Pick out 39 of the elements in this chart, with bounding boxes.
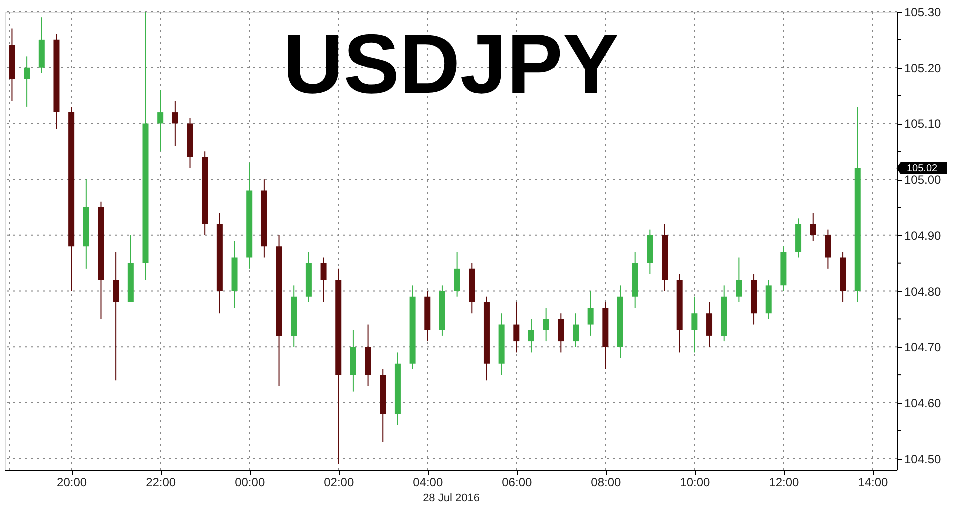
candlestick (320, 257, 327, 303)
candlestick (528, 318, 534, 354)
candlestick (588, 290, 594, 336)
x-axis-title: 28 Jul 2016 (423, 492, 480, 504)
x-tick-label: 08:00 (591, 476, 622, 490)
y-tick-label: 104.50 (904, 452, 942, 466)
x-tick-label: 02:00 (324, 476, 354, 490)
candlestick (810, 212, 816, 242)
candlestick (113, 252, 120, 382)
candlestick (825, 229, 832, 270)
candlestick (558, 313, 564, 354)
text: 105.02 (907, 163, 938, 174)
x-tick-label: 12:00 (769, 476, 800, 490)
x-tick-label: 06:00 (502, 476, 532, 490)
x-tick-label: 04:00 (413, 476, 444, 490)
candlestick (706, 302, 713, 348)
candlestick (172, 100, 178, 147)
y-tick-label: 105.10 (904, 117, 942, 132)
candlestick (572, 313, 579, 348)
y-tick-label: 104.70 (904, 340, 942, 355)
y-tick-label: 104.80 (904, 284, 942, 299)
y-tick-label: 105.20 (904, 61, 942, 76)
chart-title: USDJPY (282, 17, 620, 111)
y-tick-label: 104.60 (904, 396, 942, 410)
x-tick-label: 14:00 (858, 476, 889, 490)
x-tick-label: 22:00 (146, 476, 176, 490)
y-tick-label: 104.90 (904, 228, 942, 243)
x-tick-label: 20:00 (57, 476, 88, 490)
candlestick (736, 257, 742, 303)
y-tick-label: 105.30 (904, 6, 942, 20)
candlestick (24, 56, 30, 108)
candlestick (543, 308, 550, 342)
x-tick-label: 00:00 (235, 476, 266, 490)
x-tick-label: 10:00 (680, 476, 711, 490)
candlestick (158, 90, 164, 152)
candlestick (454, 252, 460, 298)
y-tick-label: 105.00 (904, 173, 942, 188)
candlestick (514, 302, 520, 354)
candlestick (692, 296, 698, 354)
